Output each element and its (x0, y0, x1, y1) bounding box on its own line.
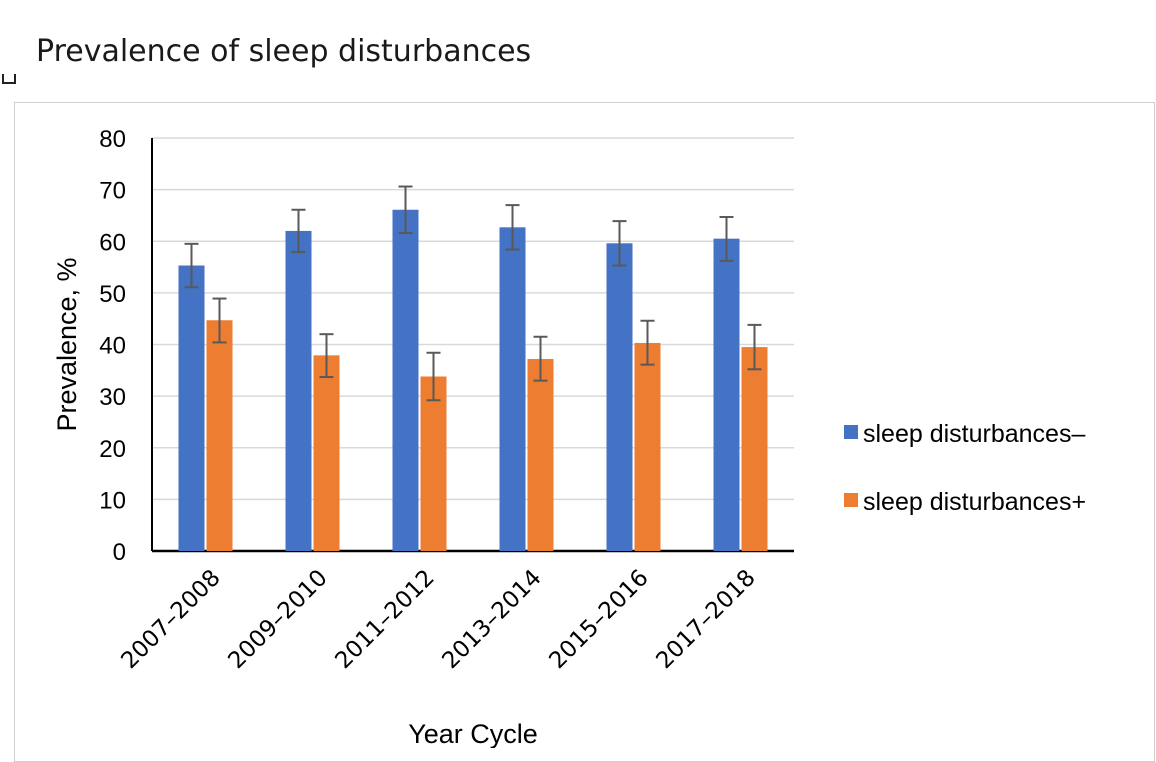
x-tick-label: 2017–2018 (651, 565, 760, 674)
x-tick-label: 2011–2012 (330, 565, 439, 674)
x-tick-label: 2009–2010 (223, 565, 332, 674)
bar (713, 238, 740, 551)
bar (285, 230, 312, 552)
bar (634, 342, 661, 551)
y-tick-label: 0 (113, 539, 126, 566)
x-tick-label: 2013–2014 (437, 565, 546, 674)
bar (741, 347, 768, 551)
y-axis-title: Prevalence, % (52, 257, 82, 431)
bar (499, 227, 526, 551)
legend-swatch (844, 425, 858, 439)
y-tick-label: 20 (99, 436, 126, 463)
bar (527, 358, 554, 551)
anchor-marker (2, 74, 16, 84)
x-axis-title: Year Cycle (408, 719, 538, 748)
x-tick-label: 2015–2016 (544, 565, 653, 674)
bar (606, 243, 633, 551)
bar (420, 376, 447, 551)
y-tick-label: 10 (99, 487, 126, 514)
y-tick-label: 60 (99, 229, 126, 256)
page-title: Prevalence of sleep disturbances (36, 34, 532, 69)
bar (313, 355, 340, 551)
y-tick-label: 30 (99, 384, 126, 411)
bar (178, 265, 205, 551)
y-tick-label: 50 (99, 281, 126, 308)
legend-swatch (844, 493, 858, 507)
y-tick-label: 40 (99, 333, 126, 360)
legend-label: sleep disturbances– (863, 420, 1085, 448)
y-tick-label: 80 (99, 126, 126, 153)
y-tick-label: 70 (99, 178, 126, 205)
legend-label: sleep disturbances+ (863, 488, 1086, 516)
bar (206, 320, 233, 551)
x-tick-label: 2007–2008 (116, 565, 225, 674)
bar (392, 209, 419, 552)
